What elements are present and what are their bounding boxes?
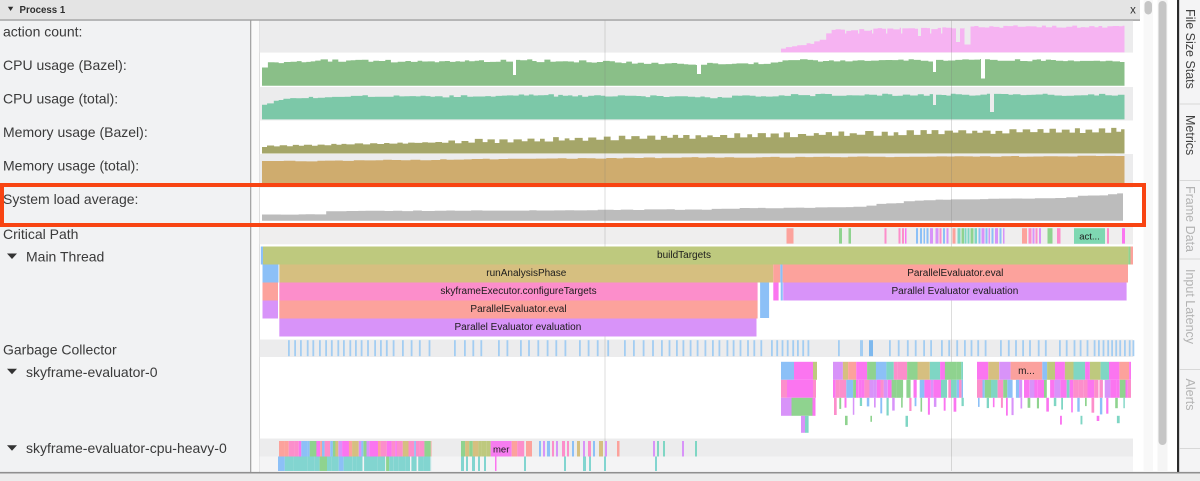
- svg-text:CPU usage (total):: CPU usage (total):: [3, 91, 118, 107]
- svg-text:buildTargets: buildTargets: [657, 250, 711, 261]
- svg-text:Parallel Evaluator evaluation: Parallel Evaluator evaluation: [455, 322, 582, 333]
- svg-text:ParallelEvaluator.eval: ParallelEvaluator.eval: [907, 268, 1003, 279]
- svg-text:ParallelEvaluator.eval: ParallelEvaluator.eval: [470, 304, 566, 315]
- svg-text:Parallel Evaluator evaluation: Parallel Evaluator evaluation: [892, 286, 1019, 297]
- svg-text:Input Latency: Input Latency: [1183, 269, 1197, 345]
- svg-text:Alerts: Alerts: [1183, 379, 1197, 411]
- svg-text:File Size Stats: File Size Stats: [1183, 9, 1197, 89]
- svg-text:Memory usage (Bazel):: Memory usage (Bazel):: [3, 124, 148, 140]
- svg-text:Garbage Collector: Garbage Collector: [3, 342, 117, 358]
- svg-text:Critical Path: Critical Path: [3, 226, 78, 242]
- svg-text:Frame Data: Frame Data: [1183, 186, 1197, 252]
- svg-text:act...: act...: [1079, 232, 1100, 243]
- svg-text:skyframe-evaluator-cpu-heavy-0: skyframe-evaluator-cpu-heavy-0: [26, 440, 227, 456]
- svg-text:CPU usage (Bazel):: CPU usage (Bazel):: [3, 57, 127, 73]
- svg-text:skyframeExecutor.configureTarg: skyframeExecutor.configureTargets: [440, 286, 596, 297]
- svg-text:Process 1: Process 1: [20, 5, 66, 16]
- svg-text:runAnalysisPhase: runAnalysisPhase: [486, 268, 566, 279]
- svg-text:action count:: action count:: [3, 24, 82, 40]
- svg-text:x: x: [1130, 5, 1136, 17]
- svg-text:Memory usage (total):: Memory usage (total):: [3, 158, 139, 174]
- svg-text:skyframe-evaluator-0: skyframe-evaluator-0: [26, 364, 158, 380]
- svg-text:m...: m...: [1018, 366, 1035, 377]
- svg-text:Main Thread: Main Thread: [26, 249, 104, 265]
- svg-text:mer: mer: [493, 444, 509, 455]
- svg-text:System load average:: System load average:: [3, 191, 138, 207]
- svg-text:Metrics: Metrics: [1183, 115, 1197, 155]
